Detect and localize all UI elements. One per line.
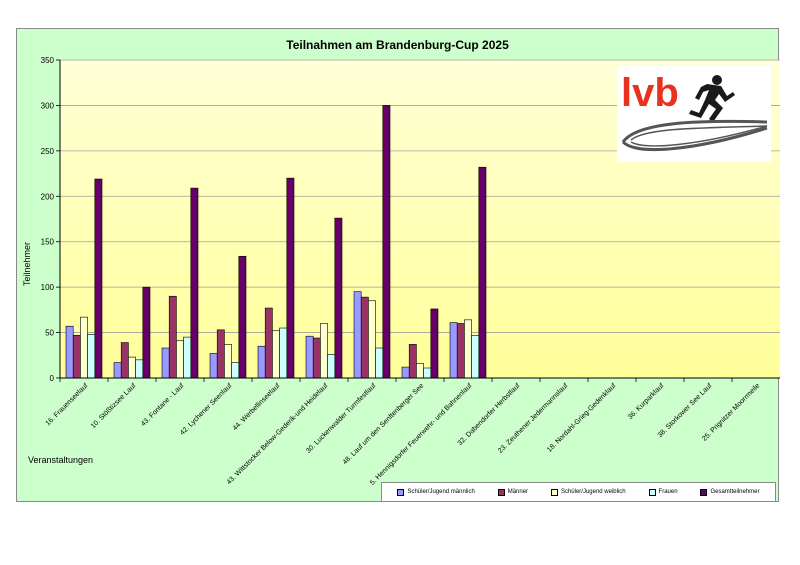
y-tick-label: 150 — [41, 238, 55, 247]
bar — [94, 178, 103, 379]
y-tick-label: 200 — [41, 192, 55, 201]
legend-item: Schüler/Jugend männlich — [397, 488, 475, 496]
legend-item: Gesamtteilnehmer — [700, 488, 760, 496]
bar — [368, 300, 376, 379]
bar — [113, 362, 122, 379]
bar — [168, 295, 177, 379]
y-tick-label: 0 — [50, 374, 55, 383]
legend-item: Männer — [497, 488, 529, 496]
bar — [161, 347, 170, 379]
bar — [272, 330, 280, 379]
legend-label: Gesamtteilnehmer — [710, 489, 760, 495]
bar — [327, 354, 336, 379]
x-tick-label: 43. Wittstocker Below-Gederik-und Heidel… — [226, 382, 330, 486]
bar — [183, 336, 192, 379]
legend-label: Schüler/Jugend männlich — [407, 489, 475, 495]
bar — [464, 319, 472, 379]
x-tick-label: 42. Lychener Seenlauf — [179, 382, 233, 436]
track-swoosh-icon — [621, 119, 768, 152]
bar — [264, 307, 273, 379]
x-tick-label: 36. Kurparklauf — [627, 382, 666, 421]
bar — [257, 345, 266, 379]
bar — [128, 356, 136, 379]
chart-title: Teilnahmen am Brandenburg-Cup 2025 — [286, 38, 509, 52]
bar — [353, 291, 362, 379]
x-tick-label: 16. Frauenseelauf — [45, 382, 90, 427]
x-tick-label: 48. Lauf um den Senftenberger See — [342, 382, 426, 466]
bar — [216, 329, 225, 379]
bar — [135, 359, 144, 379]
bar — [80, 316, 88, 379]
bar — [286, 177, 295, 379]
bars — [65, 105, 487, 379]
bar — [471, 334, 480, 379]
bar — [416, 363, 424, 379]
legend-swatch — [700, 488, 708, 496]
legend-item: Frauen — [648, 488, 678, 496]
bar — [375, 347, 384, 379]
runner-icon — [689, 75, 735, 122]
bar — [72, 334, 81, 379]
logo-text: lvb — [621, 71, 679, 115]
x-tick-label: 43. Fontane - Lauf — [140, 382, 185, 427]
bar — [423, 367, 432, 379]
x-tick-label: 5. Hennigsdorfer Feuerwehr- und Bahnenla… — [369, 382, 473, 486]
legend-label: Frauen — [658, 489, 678, 495]
bar — [456, 323, 465, 379]
legend: Schüler/Jugend männlich Männer Schüler/Jug… — [381, 482, 776, 502]
bar — [320, 323, 328, 379]
lvb-logo: lvb — [617, 66, 771, 162]
x-tick-label: 10. Stößtizsee Lauf — [90, 382, 138, 430]
bar — [408, 344, 417, 379]
bar — [305, 335, 314, 379]
bar — [87, 334, 96, 379]
lvb-logo-graphic: lvb — [621, 71, 768, 152]
x-axis-label: Veranstaltungen — [28, 455, 94, 465]
y-tick-label: 50 — [45, 329, 54, 338]
y-tick-label: 250 — [41, 147, 55, 156]
bar — [449, 322, 458, 379]
y-tick-label: 350 — [41, 56, 55, 65]
bar — [224, 344, 232, 379]
legend-swatch — [397, 488, 405, 496]
y-tick-label: 300 — [41, 101, 55, 110]
bar — [478, 166, 487, 379]
bar — [312, 337, 321, 379]
bar — [334, 217, 343, 379]
legend-item: Schüler/Jugend weiblich — [550, 488, 626, 496]
x-tick-label: 38. Storkower See Lauf — [657, 382, 714, 439]
bar — [238, 255, 247, 379]
bar — [360, 296, 369, 379]
bar — [279, 327, 288, 379]
bar — [142, 286, 151, 379]
bar — [401, 366, 410, 379]
legend-label: Schüler/Jugend weiblich — [560, 489, 626, 495]
x-tick-label: 44. Werbellinseelauf — [232, 382, 282, 432]
y-tick-label: 100 — [41, 283, 55, 292]
legend-swatch — [550, 488, 558, 496]
bar — [65, 325, 74, 379]
bar — [209, 353, 218, 379]
axes — [56, 59, 780, 382]
bar — [120, 342, 129, 379]
x-tick-label: 25. Prignitzer Moorrmeile — [701, 382, 761, 442]
legend-swatch — [497, 488, 505, 496]
bar — [231, 362, 240, 379]
bar — [382, 105, 391, 379]
legend-label: Männer — [507, 489, 529, 495]
bar — [190, 187, 199, 379]
legend-swatch — [648, 488, 656, 496]
bar — [430, 308, 439, 379]
bar — [176, 340, 184, 379]
